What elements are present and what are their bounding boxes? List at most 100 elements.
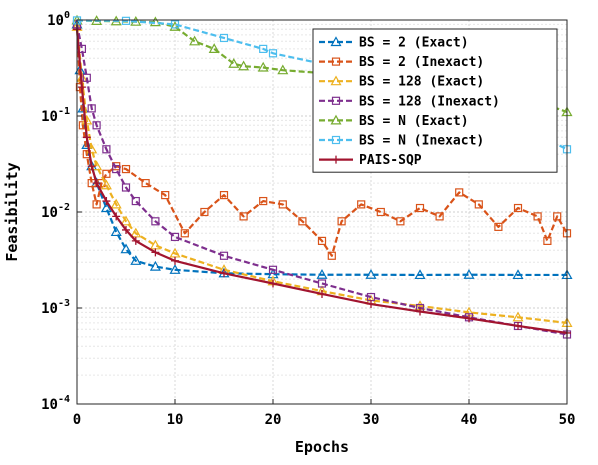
y-tick-exponent: -1 bbox=[58, 106, 70, 117]
series-point bbox=[110, 198, 122, 209]
legend-label: BS = N (Exact) bbox=[359, 114, 469, 129]
series-point bbox=[149, 260, 161, 271]
legend: BS = 2 (Exact) BS = 2 (Inexact) BS = 128 (… bbox=[312, 28, 558, 173]
series-point bbox=[219, 33, 229, 43]
y-tick-base: 10 bbox=[47, 13, 64, 29]
series-point bbox=[318, 289, 326, 298]
series-point bbox=[161, 190, 170, 200]
series-point bbox=[553, 212, 562, 221]
series-point bbox=[277, 64, 289, 75]
series-point bbox=[100, 202, 112, 213]
series-point bbox=[259, 44, 268, 53]
legend-label: BS = 2 (Inexact) bbox=[359, 55, 484, 70]
series-point bbox=[82, 133, 91, 142]
y-tick-label: 10-2 bbox=[41, 202, 70, 221]
series-point bbox=[169, 264, 181, 274]
legend-item: BS = 2 (Exact) bbox=[319, 36, 469, 51]
series-point bbox=[298, 217, 307, 226]
legend-label: BS = 128 (Exact) bbox=[359, 75, 484, 90]
legend-box bbox=[312, 28, 558, 173]
legend-label: BS = N (Inexact) bbox=[359, 134, 484, 149]
x-tick-label: 10 bbox=[167, 412, 184, 428]
x-tick-label: 0 bbox=[73, 412, 81, 428]
series-point bbox=[317, 236, 327, 245]
series-point bbox=[131, 236, 140, 245]
series-point bbox=[102, 169, 111, 178]
y-tick-exponent: 0 bbox=[64, 10, 70, 21]
series-point bbox=[337, 217, 346, 226]
series-point bbox=[169, 21, 181, 31]
y-tick-base: 10 bbox=[41, 301, 58, 317]
series-point bbox=[455, 188, 464, 197]
y-tick-label: 10-3 bbox=[41, 298, 70, 317]
y-tick-exponent: -3 bbox=[58, 298, 70, 309]
series-point bbox=[414, 269, 426, 280]
series-point bbox=[112, 212, 121, 221]
series-7 bbox=[73, 25, 571, 337]
series-point bbox=[92, 121, 101, 130]
series-point bbox=[219, 190, 229, 200]
series-point bbox=[77, 83, 86, 92]
series-point bbox=[100, 179, 112, 190]
series-point bbox=[543, 236, 552, 245]
series-point bbox=[494, 222, 503, 231]
series-point bbox=[415, 203, 425, 213]
y-tick-label: 10-1 bbox=[41, 106, 70, 125]
series-point bbox=[463, 269, 475, 279]
series-point bbox=[512, 269, 524, 280]
series-point bbox=[170, 20, 180, 29]
series-point bbox=[200, 207, 209, 217]
series-point bbox=[141, 179, 150, 188]
series-point bbox=[238, 60, 250, 71]
x-axis-label: Epochs bbox=[295, 438, 349, 456]
series-point bbox=[435, 212, 444, 221]
series-point bbox=[121, 183, 131, 192]
legend-marker bbox=[330, 114, 342, 125]
series-point bbox=[121, 16, 131, 25]
series-point bbox=[268, 49, 278, 58]
series-point bbox=[92, 200, 101, 209]
y-tick-base: 10 bbox=[41, 397, 58, 413]
series-point bbox=[219, 251, 229, 260]
series-point bbox=[171, 256, 179, 265]
series-point bbox=[316, 269, 328, 279]
series-point bbox=[131, 196, 140, 206]
legend-item: BS = N (Exact) bbox=[319, 114, 469, 129]
series-point bbox=[514, 321, 522, 330]
series-point bbox=[130, 255, 142, 265]
y-axis-label: Feasibility bbox=[3, 162, 21, 261]
legend-label: BS = 128 (Inexact) bbox=[359, 94, 500, 109]
series-point bbox=[512, 311, 524, 322]
series-point bbox=[121, 164, 131, 174]
series-point bbox=[122, 225, 130, 234]
x-tick-label: 20 bbox=[265, 412, 282, 428]
y-tick-exponent: -2 bbox=[58, 202, 70, 213]
series-point bbox=[317, 279, 327, 288]
series-point bbox=[189, 35, 201, 46]
legend-label: BS = 2 (Exact) bbox=[359, 36, 469, 51]
legend-item: PAIS-SQP bbox=[319, 153, 422, 168]
series-point bbox=[396, 217, 405, 226]
series-point bbox=[170, 232, 180, 242]
legend-marker bbox=[330, 75, 342, 86]
y-tick-label: 10-4 bbox=[41, 394, 70, 413]
series-point bbox=[112, 164, 121, 174]
series-point bbox=[92, 179, 101, 188]
x-tick-label: 50 bbox=[559, 412, 576, 428]
series-line bbox=[76, 19, 568, 151]
legend-marker bbox=[331, 96, 341, 105]
series-point bbox=[513, 203, 523, 213]
series-point bbox=[208, 43, 220, 53]
series-line bbox=[75, 24, 567, 277]
series-point bbox=[151, 248, 160, 257]
y-tick-label: 100 bbox=[47, 10, 70, 29]
series-point bbox=[474, 200, 483, 209]
series-point bbox=[257, 61, 269, 72]
series-point bbox=[151, 217, 160, 226]
series-point bbox=[327, 251, 336, 260]
legend-item: BS = 128 (Exact) bbox=[319, 75, 484, 90]
series-point bbox=[416, 307, 424, 316]
series-point bbox=[367, 300, 375, 309]
